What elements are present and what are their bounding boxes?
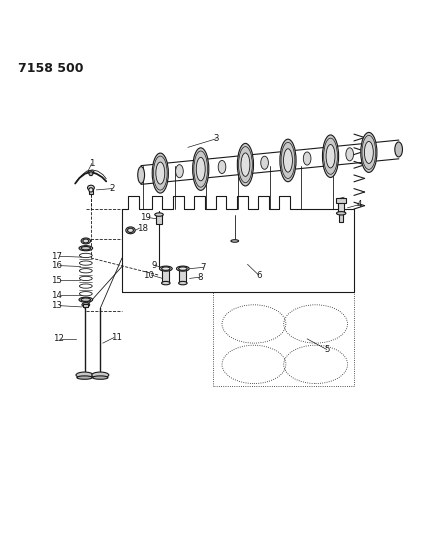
Ellipse shape [161, 267, 170, 270]
Ellipse shape [260, 156, 268, 169]
Text: 18: 18 [137, 224, 147, 233]
Ellipse shape [230, 240, 238, 242]
Ellipse shape [336, 212, 345, 215]
Ellipse shape [279, 139, 295, 182]
Ellipse shape [138, 167, 144, 183]
Text: 6: 6 [256, 271, 261, 279]
Bar [338, 213, 343, 222]
Ellipse shape [126, 227, 135, 234]
Ellipse shape [192, 148, 208, 190]
Text: 13: 13 [51, 301, 62, 310]
Ellipse shape [360, 132, 376, 172]
Text: 19: 19 [140, 213, 150, 222]
Ellipse shape [322, 135, 338, 177]
Ellipse shape [283, 149, 292, 172]
Text: 17: 17 [51, 252, 62, 261]
Text: 11: 11 [111, 333, 122, 342]
Ellipse shape [176, 266, 189, 271]
Ellipse shape [92, 372, 109, 378]
Ellipse shape [152, 153, 168, 193]
Polygon shape [335, 198, 345, 203]
Ellipse shape [196, 157, 205, 181]
Ellipse shape [237, 143, 253, 186]
Ellipse shape [394, 142, 402, 157]
Text: 9: 9 [152, 261, 157, 270]
Ellipse shape [218, 160, 225, 174]
Ellipse shape [89, 188, 93, 192]
Text: 1: 1 [89, 159, 94, 168]
Ellipse shape [76, 372, 93, 378]
Ellipse shape [127, 228, 133, 232]
Ellipse shape [88, 171, 94, 173]
Ellipse shape [89, 172, 92, 176]
Ellipse shape [87, 185, 94, 190]
Ellipse shape [325, 144, 334, 168]
Ellipse shape [79, 246, 92, 251]
Text: 14: 14 [51, 291, 62, 300]
Text: 15: 15 [51, 276, 62, 285]
Bar [179, 270, 186, 282]
Ellipse shape [161, 281, 170, 285]
Ellipse shape [77, 376, 92, 379]
Text: 2: 2 [109, 184, 115, 193]
Bar [162, 270, 169, 282]
Ellipse shape [345, 148, 353, 161]
Ellipse shape [302, 152, 310, 165]
Text: 5: 5 [323, 345, 329, 354]
Bar [155, 215, 161, 224]
Ellipse shape [83, 239, 89, 243]
Ellipse shape [178, 267, 187, 270]
Ellipse shape [240, 153, 249, 176]
Bar [89, 189, 93, 193]
Text: 4: 4 [355, 200, 361, 209]
Text: 16: 16 [51, 261, 62, 270]
Text: 12: 12 [52, 334, 63, 343]
Ellipse shape [175, 165, 183, 177]
Ellipse shape [159, 266, 172, 271]
Ellipse shape [82, 303, 89, 307]
Ellipse shape [178, 281, 187, 285]
Text: 3: 3 [213, 134, 219, 143]
Ellipse shape [79, 297, 92, 302]
Ellipse shape [155, 162, 164, 184]
Ellipse shape [154, 213, 163, 216]
Ellipse shape [81, 238, 90, 244]
Text: 8: 8 [197, 273, 202, 281]
Bar [337, 198, 343, 213]
Text: 7158 500: 7158 500 [17, 62, 83, 75]
Bar [83, 304, 88, 308]
Text: 10: 10 [143, 271, 153, 279]
Ellipse shape [363, 141, 372, 164]
Ellipse shape [92, 376, 108, 379]
Text: 7: 7 [200, 263, 206, 272]
